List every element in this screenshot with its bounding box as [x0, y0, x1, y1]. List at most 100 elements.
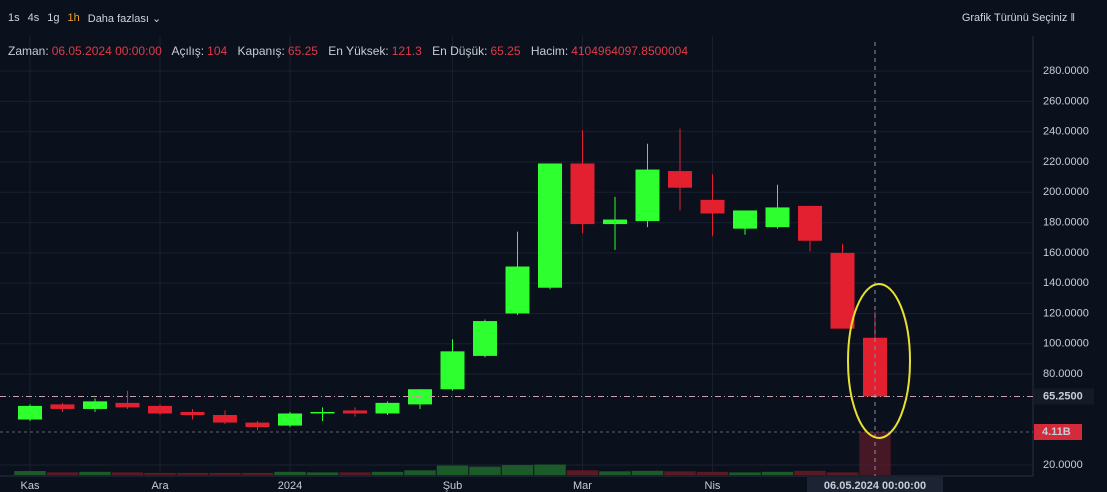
interval-button[interactable]: 1s: [8, 12, 20, 24]
candle-body: [798, 205, 822, 241]
x-tick-label: Kas: [21, 480, 40, 492]
legend-value: 06.05.2024 00:00:00: [51, 44, 162, 58]
x-tick-label: 2024: [278, 480, 302, 492]
y-tick-label: 220.0000: [1043, 156, 1089, 168]
candle-body: [278, 413, 302, 426]
more-label[interactable]: Daha fazlası: [87, 12, 149, 25]
interval-button[interactable]: 1g: [47, 12, 60, 24]
candle-body: [570, 163, 595, 225]
interval-button[interactable]: 1h: [67, 12, 80, 24]
candle-body: [343, 410, 367, 414]
candle-body: [375, 402, 400, 414]
candle-body: [733, 210, 757, 229]
y-tick-label: 240.0000: [1043, 126, 1089, 138]
candle-body: [603, 219, 627, 225]
volume-tag-label: 4.11B: [1042, 426, 1071, 438]
more-button[interactable]: Daha fazlası ⌄: [87, 12, 162, 25]
candle-body: [668, 171, 692, 188]
volume-bar: [176, 472, 209, 475]
candle-body: [440, 351, 465, 390]
candle-body: [18, 405, 42, 420]
ohlc-legend: Zaman: 06.05.2024 00:00:00 Açılış: 104 Kap…: [8, 44, 695, 58]
candle-body: [765, 207, 790, 228]
candle-body: [473, 321, 497, 356]
volume-bar: [144, 472, 176, 475]
legend-value: 65.25: [490, 44, 521, 58]
volume-bar: [209, 472, 241, 475]
price-tag: [1034, 388, 1094, 405]
x-tick-label: Mar: [573, 480, 592, 492]
y-tick-label: 260.0000: [1043, 95, 1089, 107]
candle-body: [245, 422, 270, 428]
chart-type-label[interactable]: Grafik Türünü Seçiniz: [961, 12, 1068, 24]
y-tick-label: 100.0000: [1043, 338, 1089, 350]
candle-body: [700, 199, 725, 214]
candle-body: [830, 252, 855, 329]
y-tick-label: 20.0000: [1043, 459, 1083, 471]
legend-value: 104: [207, 44, 228, 58]
volume-bar: [631, 470, 664, 475]
legend-label: Zaman:: [8, 44, 49, 58]
candle-body: [180, 411, 205, 415]
x-tick-label: Nis: [705, 480, 721, 492]
y-tick-label: 280.0000: [1043, 65, 1089, 77]
volume-bar: [111, 472, 144, 475]
volume-bar: [826, 472, 859, 475]
candle-body: [50, 404, 75, 409]
candle-body: [148, 405, 172, 414]
candle-body: [213, 415, 237, 423]
volume-bar: [306, 472, 339, 475]
volume-bar: [14, 471, 46, 475]
legend-label: Açılış:: [171, 44, 205, 58]
volume-bar: [469, 466, 501, 475]
time-tag-label: 06.05.2024 00:00:00: [824, 480, 926, 492]
y-tick-label: 160.0000: [1043, 247, 1089, 259]
volume-bar: [339, 472, 371, 475]
legend-label: Kapanış:: [237, 44, 285, 58]
y-tick-label: 140.0000: [1043, 277, 1089, 289]
volume-bar: [79, 471, 111, 475]
volume-bar: [761, 471, 794, 475]
candle-body: [310, 411, 335, 414]
legend-value: 65.25: [287, 44, 318, 58]
time-tag: [807, 477, 943, 492]
volume-bar: [241, 472, 274, 475]
x-tick-label: Şub: [443, 480, 463, 492]
volume-bar: [534, 464, 566, 475]
volume-bar: [664, 471, 696, 475]
legend-value: 4104964097.8500004: [571, 44, 688, 58]
price-tag-label: 65.2500: [1043, 390, 1083, 402]
candle-body: [115, 402, 140, 408]
y-tick-label: 120.0000: [1043, 307, 1089, 319]
candle-body: [505, 266, 530, 314]
volume-bar: [274, 471, 306, 475]
highlight-ellipse: [847, 283, 911, 439]
legend-label: En Düşük:: [432, 44, 488, 58]
candle-body: [635, 169, 660, 222]
volume-bar: [404, 470, 436, 475]
volume-bar: [599, 471, 631, 475]
legend-label: Hacim:: [530, 44, 569, 58]
y-tick-label: 200.0000: [1043, 186, 1089, 198]
volume-bar: [371, 471, 404, 475]
y-tick-label: 180.0000: [1043, 216, 1089, 228]
volume-bar: [794, 470, 826, 475]
volume-bar: [436, 465, 469, 475]
candle-body: [538, 163, 562, 288]
x-tick-label: Ara: [151, 480, 169, 492]
volume-bar: [46, 472, 79, 475]
volume-bar: [729, 472, 761, 475]
candle-body: [83, 401, 107, 409]
volume-bar: [696, 471, 729, 475]
volume-bar: [566, 470, 599, 475]
chart-type-button[interactable]: Grafik Türünü Seçiniz ‖: [961, 12, 1075, 24]
volume-bar: [501, 465, 534, 475]
interval-button[interactable]: 4s: [27, 12, 40, 24]
legend-value: 121.3: [391, 44, 422, 58]
volume-tag: [1034, 424, 1082, 440]
toolbar: 1s 4s 1g 1h Daha fazlası ⌄ Grafik Türünü…: [0, 0, 1107, 36]
legend-label: En Yüksek:: [328, 44, 389, 58]
y-tick-label: 80.0000: [1043, 368, 1083, 380]
